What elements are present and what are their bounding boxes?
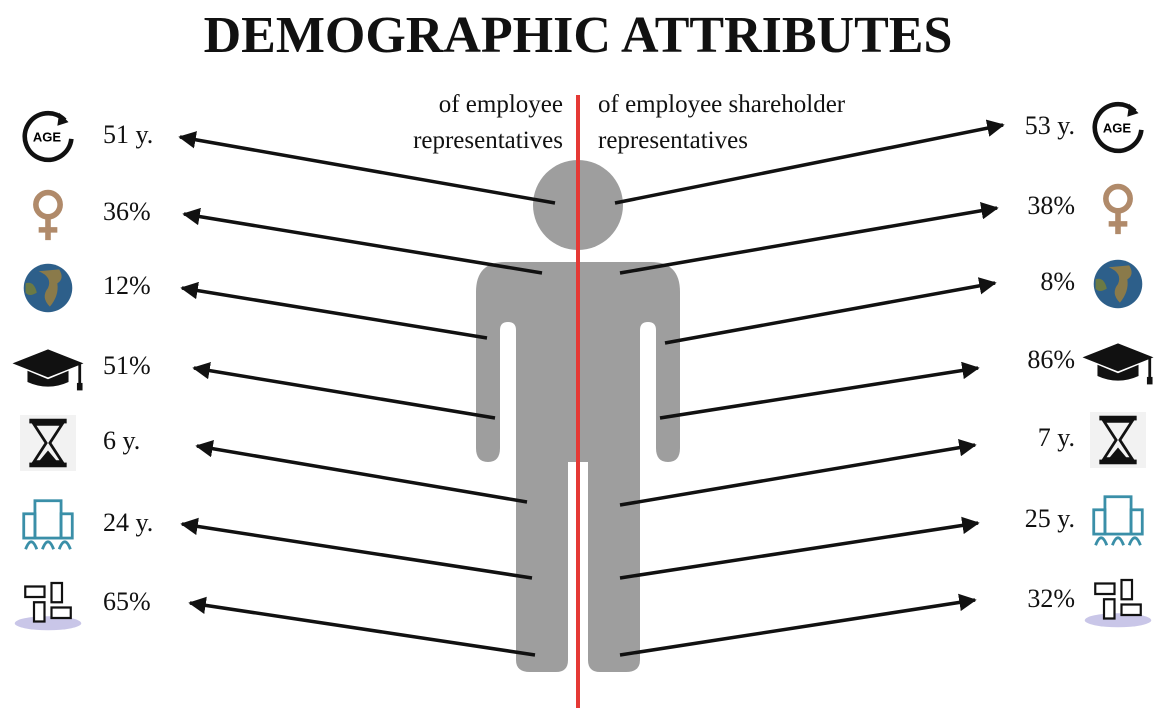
left-heading: representatives [413, 127, 563, 154]
icon [13, 349, 84, 390]
left-value: 36% [103, 197, 151, 226]
right-value: 25 y. [1025, 504, 1075, 533]
right-value: 32% [1027, 584, 1075, 613]
right-heading: of employee shareholder [598, 91, 846, 118]
right-value: 53 y. [1025, 111, 1075, 140]
icon-text: AGE [33, 129, 62, 144]
arrow [182, 524, 532, 578]
right-value: 38% [1027, 191, 1075, 220]
icon [36, 193, 60, 241]
right-value: 86% [1027, 345, 1075, 374]
icon [1106, 187, 1130, 235]
arrow [620, 208, 997, 273]
icon [24, 501, 73, 550]
icon-text: AGE [1103, 120, 1132, 135]
icon [15, 583, 82, 630]
arrow [660, 368, 978, 418]
left-value: 6 y. [103, 426, 140, 455]
arrow [184, 214, 542, 273]
arrow [194, 368, 495, 418]
left-value: 51 y. [103, 120, 153, 149]
arrow [665, 283, 995, 343]
arrow [620, 523, 978, 578]
right-heading: representatives [598, 127, 748, 154]
left-value: 65% [103, 587, 151, 616]
arrow [182, 288, 487, 338]
page: {"title": "DEMOGRAPHIC ATTRIBUTES", "lef… [0, 0, 1156, 708]
icon [1090, 412, 1146, 468]
icon [1085, 580, 1152, 627]
right-value: 7 y. [1038, 423, 1075, 452]
arrow [620, 600, 975, 655]
left-value: 12% [103, 271, 151, 300]
icon [1094, 260, 1143, 309]
left-value: 51% [103, 351, 151, 380]
arrow [190, 603, 535, 655]
infographic: DEMOGRAPHIC ATTRIBUTES of employee repre… [0, 0, 1156, 708]
right-value: 8% [1040, 267, 1075, 296]
icon [1083, 343, 1154, 384]
icon [24, 264, 73, 313]
left-value: 24 y. [103, 508, 153, 537]
icon [1094, 497, 1143, 546]
left-heading: of employee [439, 91, 563, 118]
icon [20, 415, 76, 471]
title: DEMOGRAPHIC ATTRIBUTES [204, 7, 953, 64]
